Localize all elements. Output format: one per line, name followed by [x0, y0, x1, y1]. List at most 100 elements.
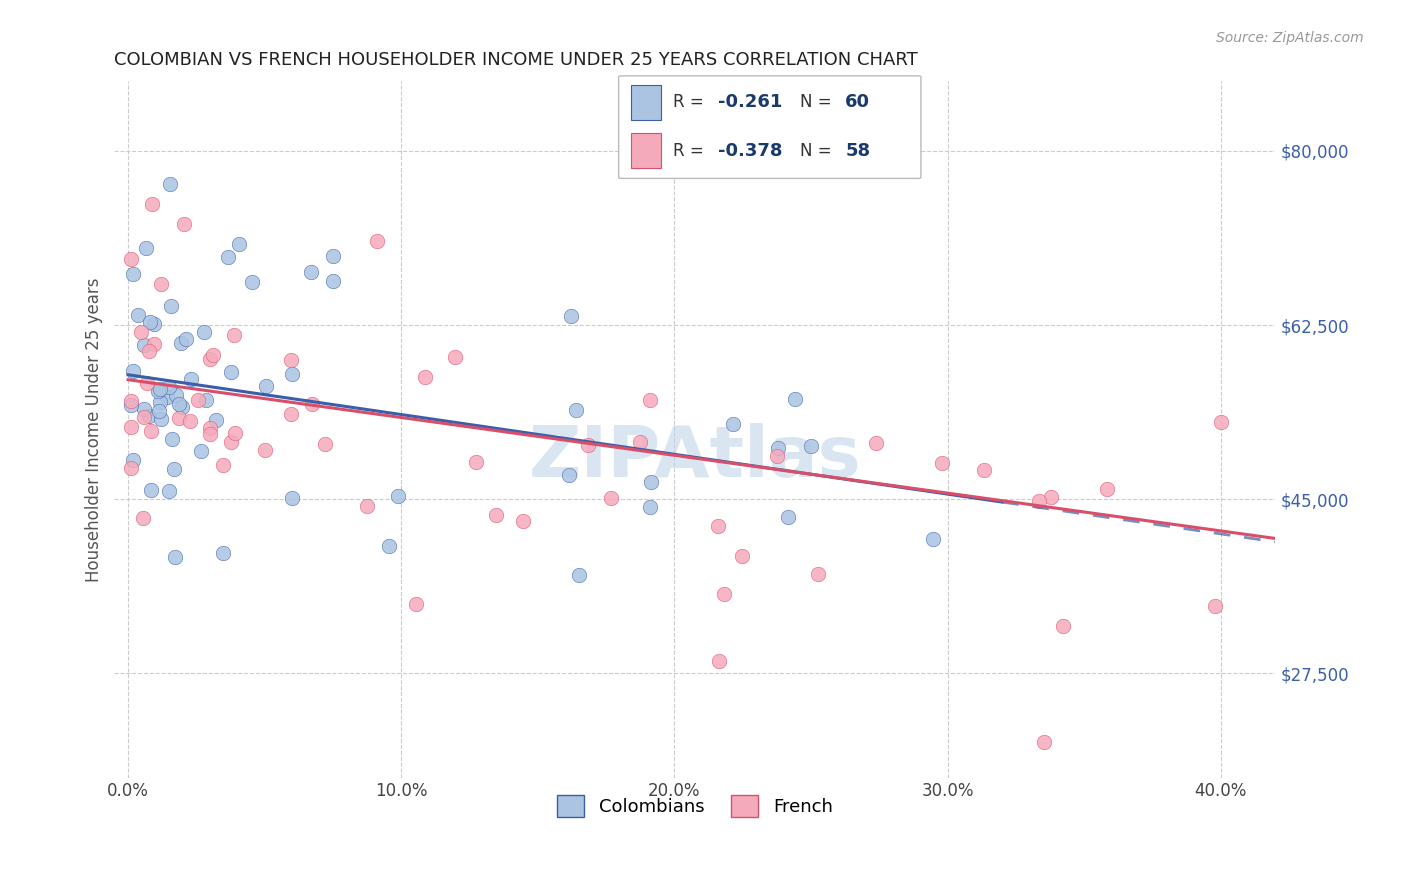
- Point: [221, 365, 243, 379]
- Point: [322, 249, 344, 263]
- Point: [640, 500, 662, 514]
- Point: [120, 399, 142, 413]
- Point: [628, 434, 651, 449]
- Point: [122, 267, 145, 281]
- Point: [134, 410, 156, 425]
- Point: [485, 508, 508, 522]
- Point: [1032, 735, 1054, 749]
- Point: [253, 443, 276, 458]
- Point: [366, 234, 388, 248]
- Point: [314, 437, 336, 451]
- Point: [707, 518, 730, 533]
- Point: [922, 533, 945, 547]
- Point: [134, 402, 156, 417]
- Point: [443, 350, 465, 364]
- Text: 60: 60: [845, 94, 870, 112]
- Point: [1097, 483, 1119, 497]
- Point: [713, 587, 735, 601]
- Point: [149, 412, 172, 426]
- Point: [212, 458, 235, 473]
- Point: [205, 413, 228, 427]
- Point: [599, 491, 621, 505]
- Point: [387, 489, 409, 503]
- Point: [254, 378, 277, 392]
- Point: [141, 483, 163, 497]
- Text: Source: ZipAtlas.com: Source: ZipAtlas.com: [1216, 31, 1364, 45]
- Point: [1039, 491, 1062, 505]
- Point: [806, 567, 828, 582]
- Point: [356, 500, 378, 514]
- Text: ZIPAtlas: ZIPAtlas: [529, 423, 862, 491]
- Point: [766, 449, 789, 463]
- Point: [931, 456, 953, 470]
- Point: [785, 392, 807, 406]
- Point: [120, 420, 142, 434]
- Point: [167, 397, 190, 411]
- Point: [558, 467, 581, 482]
- Point: [141, 425, 163, 439]
- Point: [1028, 493, 1050, 508]
- Legend: Colombians, French: Colombians, French: [550, 788, 839, 824]
- Text: 58: 58: [845, 142, 870, 160]
- Text: COLOMBIAN VS FRENCH HOUSEHOLDER INCOME UNDER 25 YEARS CORRELATION CHART: COLOMBIAN VS FRENCH HOUSEHOLDER INCOME U…: [114, 51, 918, 69]
- Point: [721, 417, 744, 432]
- Point: [156, 390, 179, 404]
- Point: [377, 539, 399, 553]
- Point: [224, 425, 246, 440]
- Point: [146, 384, 169, 398]
- Point: [198, 426, 221, 441]
- Point: [322, 274, 344, 288]
- Point: [280, 408, 302, 422]
- Point: [138, 409, 160, 423]
- Bar: [631, 85, 661, 120]
- Point: [707, 655, 730, 669]
- Point: [193, 325, 215, 339]
- Point: [170, 335, 193, 350]
- Point: [121, 453, 143, 467]
- Point: [179, 414, 201, 428]
- Point: [1209, 415, 1232, 429]
- Point: [157, 380, 180, 394]
- Text: -0.261: -0.261: [718, 94, 783, 112]
- Point: [224, 328, 246, 343]
- Point: [299, 265, 322, 279]
- Point: [280, 353, 302, 368]
- Point: [142, 336, 165, 351]
- Point: [200, 352, 222, 367]
- Point: [512, 514, 534, 528]
- Point: [565, 403, 588, 417]
- Point: [173, 218, 195, 232]
- Point: [165, 388, 187, 402]
- Point: [132, 338, 155, 352]
- Point: [136, 376, 159, 391]
- Point: [159, 177, 181, 191]
- Point: [281, 491, 304, 505]
- Point: [221, 434, 243, 449]
- Point: [281, 367, 304, 381]
- Point: [198, 420, 221, 434]
- Point: [120, 394, 142, 409]
- Point: [122, 364, 145, 378]
- Point: [149, 382, 172, 396]
- Point: [865, 435, 887, 450]
- Point: [405, 598, 427, 612]
- Point: [148, 404, 170, 418]
- Point: [120, 252, 142, 267]
- FancyBboxPatch shape: [619, 76, 921, 178]
- Point: [150, 277, 173, 291]
- Point: [560, 310, 582, 324]
- Text: R =: R =: [673, 94, 704, 112]
- Point: [174, 332, 197, 346]
- Point: [228, 236, 250, 251]
- Text: -0.378: -0.378: [718, 142, 783, 160]
- Point: [131, 325, 153, 339]
- Point: [132, 511, 155, 525]
- Point: [240, 275, 263, 289]
- Point: [138, 344, 160, 359]
- Point: [149, 395, 172, 409]
- Point: [194, 392, 217, 407]
- Point: [638, 393, 661, 408]
- Y-axis label: Householder Income Under 25 years: Householder Income Under 25 years: [86, 277, 103, 582]
- Point: [301, 397, 323, 411]
- Point: [766, 441, 789, 455]
